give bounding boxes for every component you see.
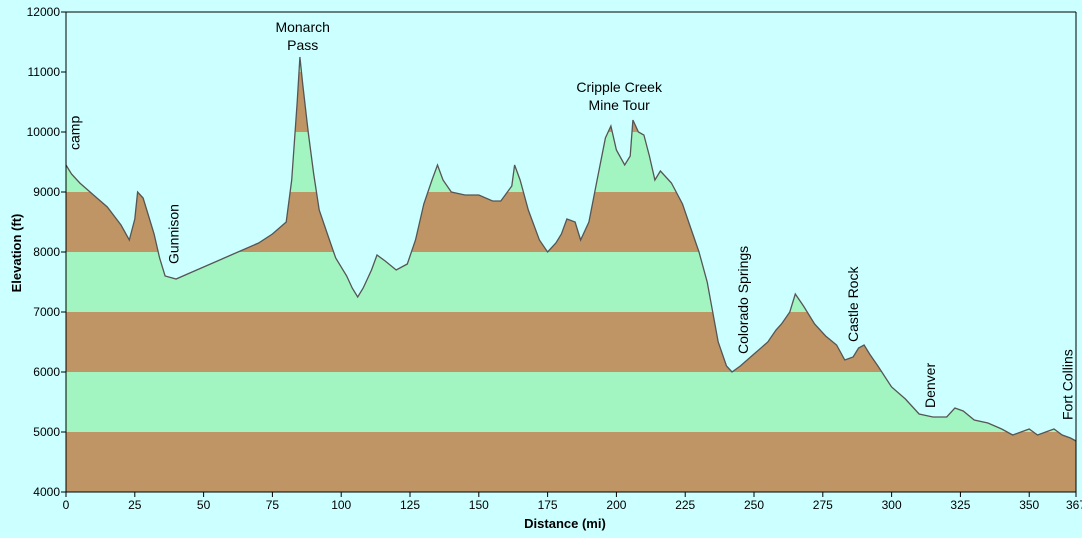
x-tick-label: 200 — [606, 498, 626, 512]
annotation-line: Pass — [287, 37, 318, 53]
y-tick-label: 9000 — [33, 185, 60, 199]
y-tick-label: 12000 — [27, 5, 61, 19]
y-tick-label: 11000 — [28, 65, 61, 79]
x-tick-label: 367 — [1066, 498, 1082, 512]
x-tick-label: 0 — [63, 498, 70, 512]
annotation-monarch-pass: Monarch Pass — [275, 19, 329, 53]
x-tick-label: 250 — [744, 498, 764, 512]
annotation-gunnison: Gunnison — [165, 204, 181, 264]
x-tick-label: 300 — [882, 498, 902, 512]
x-tick-label: 75 — [266, 498, 280, 512]
x-tick-label: 175 — [538, 498, 558, 512]
place-annotations: camp Gunnison Monarch Pass Cripple Creek Mine… — [66, 19, 1075, 420]
x-axis-ticks: 0 25 50 75 100 125 150 175 200 225 250 275 300 325 350… — [63, 492, 1082, 512]
annotation-line: Mine Tour — [589, 97, 651, 113]
annotation-line: Monarch — [275, 19, 329, 35]
annotation-camp: camp — [66, 116, 82, 150]
y-tick-label: 7000 — [33, 305, 60, 319]
annotation-castle-rock: Castle Rock — [845, 266, 861, 342]
x-tick-label: 50 — [197, 498, 211, 512]
x-tick-label: 150 — [469, 498, 489, 512]
y-tick-label: 10000 — [27, 125, 61, 139]
elevation-band — [66, 432, 1076, 492]
x-tick-label: 325 — [950, 498, 970, 512]
annotation-cripple-creek: Cripple Creek Mine Tour — [576, 79, 663, 113]
x-tick-label: 100 — [331, 498, 351, 512]
y-axis-ticks: 4000 5000 6000 7000 8000 9000 10000 11000 12000 — [27, 5, 66, 499]
x-tick-label: 125 — [400, 498, 420, 512]
annotation-colorado-springs: Colorado Springs — [735, 246, 751, 354]
x-tick-label: 25 — [128, 498, 142, 512]
y-tick-label: 5000 — [33, 425, 60, 439]
x-tick-label: 350 — [1019, 498, 1039, 512]
y-tick-label: 4000 — [33, 485, 60, 499]
annotation-denver: Denver — [922, 363, 938, 408]
x-tick-label: 275 — [813, 498, 833, 512]
x-tick-label: 225 — [675, 498, 695, 512]
annotation-line: Cripple Creek — [576, 79, 663, 95]
y-tick-label: 6000 — [33, 365, 60, 379]
elevation-profile-line — [65, 56, 1077, 442]
annotation-fort-collins: Fort Collins — [1060, 349, 1076, 420]
y-axis-title: Elevation (ft) — [9, 214, 24, 293]
y-tick-label: 8000 — [33, 245, 60, 259]
x-axis-title: Distance (mi) — [524, 516, 606, 531]
